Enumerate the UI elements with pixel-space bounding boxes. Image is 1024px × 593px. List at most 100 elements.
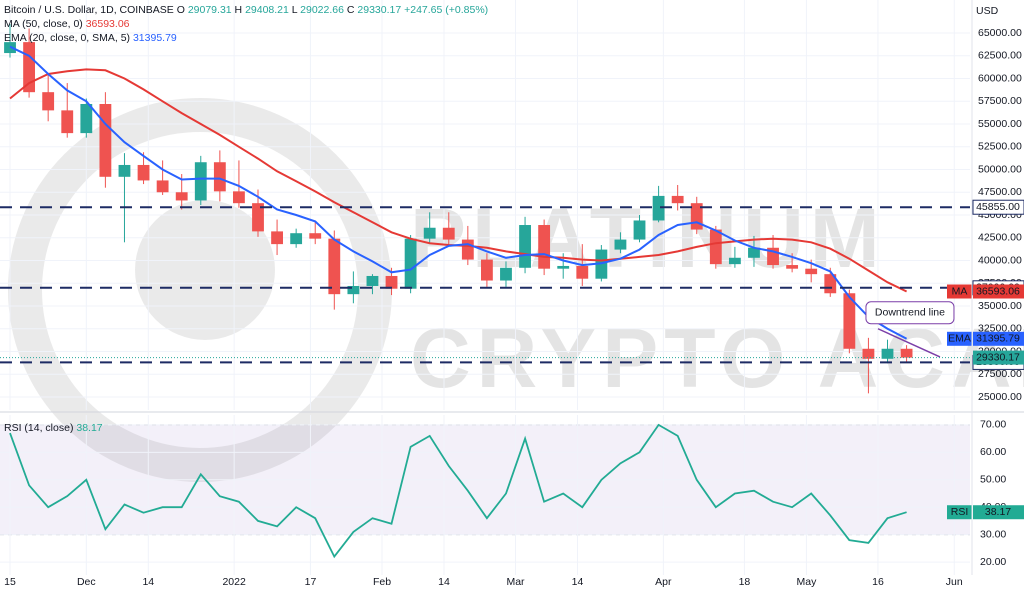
ohlc-value: 29408.21 — [245, 4, 289, 16]
ohlc-label: C — [347, 4, 355, 16]
candle-body — [366, 275, 379, 286]
trend-line — [877, 328, 941, 358]
candle-body — [252, 203, 264, 232]
value-label: 36593.06 — [976, 285, 1020, 297]
y-tick-label: 42500.00 — [978, 232, 1022, 244]
ohlc-label: L — [292, 4, 298, 16]
tag-name: EMA — [948, 333, 971, 345]
indicator-legend: MA (50, close, 0) 36593.06 — [4, 18, 130, 30]
candle-body — [786, 265, 799, 269]
candle-body — [881, 348, 894, 359]
change: +247.65 (+0.85%) — [404, 4, 488, 16]
indicator-name: MA (50, close, 0) — [4, 18, 83, 30]
x-tick-label: 16 — [872, 576, 884, 588]
y-tick-label: 65000.00 — [978, 27, 1022, 39]
y-tick-label: 57500.00 — [978, 95, 1022, 107]
candle-body — [213, 162, 226, 192]
y-tick-label: 60000.00 — [978, 72, 1022, 84]
candle-body — [748, 247, 760, 258]
indicator-value: 38.17 — [76, 422, 102, 434]
candle-body — [576, 265, 589, 279]
level-label-box — [972, 199, 1024, 215]
y-tick-label: 27500.00 — [978, 368, 1022, 380]
x-tick-label: Mar — [506, 576, 525, 588]
marks-layer — [0, 23, 970, 559]
ohlc-value: 29022.66 — [300, 4, 344, 16]
indicator-legend: RSI (14, close) 38.17 — [4, 422, 103, 434]
y-tick-label: 52500.00 — [978, 141, 1022, 153]
indicator-line — [9, 45, 908, 340]
candle-body — [175, 192, 188, 201]
candle-body — [61, 110, 74, 134]
tag-name: MA — [952, 285, 968, 297]
candle-body — [633, 220, 646, 240]
candle-body — [442, 227, 455, 240]
candle-body — [385, 275, 398, 289]
x-tick-label: 14 — [142, 576, 154, 588]
value-label: 29330.17 — [976, 351, 1020, 363]
y-tick-label: 60.00 — [980, 446, 1006, 458]
indicator-value: 31395.79 — [133, 32, 177, 44]
x-tick-label: 17 — [305, 576, 317, 588]
level-label: 45855.00 — [976, 201, 1020, 213]
candle-body — [728, 257, 741, 265]
candle-body — [99, 104, 112, 177]
x-tick-label: Apr — [655, 576, 672, 588]
candle-body — [709, 229, 722, 265]
y-tick-label: 25000.00 — [978, 391, 1022, 403]
candle-body — [690, 203, 703, 230]
tag-name: RSI — [951, 506, 969, 518]
x-tick-label: 15 — [4, 576, 16, 588]
labels-layer: Bitcoin / U.S. Dollar, 1D, COINBASE O 29… — [4, 4, 1024, 588]
x-tick-label: 14 — [438, 576, 450, 588]
candle-body — [271, 231, 283, 245]
value-label: 31395.79 — [976, 333, 1020, 345]
candle-body — [347, 285, 360, 295]
indicator-line — [9, 423, 907, 559]
candle-body — [290, 233, 303, 245]
value-box — [973, 350, 1024, 365]
value-box — [973, 331, 1024, 346]
watermark-coin — [135, 200, 275, 340]
value-box — [973, 505, 1024, 520]
tag-box — [947, 331, 972, 346]
x-tick-label: Jun — [946, 576, 963, 588]
candle-body — [824, 274, 837, 294]
y-tick-label: 62500.00 — [978, 50, 1022, 62]
ohlc-value: 29330.17 — [357, 4, 401, 16]
candle-body — [137, 164, 150, 181]
symbol: Bitcoin / U.S. Dollar, 1D, COINBASE — [4, 4, 174, 16]
candle-body — [614, 239, 627, 250]
y-tick-label: 30.00 — [980, 528, 1006, 540]
annotation-box — [865, 301, 955, 325]
indicator-value: 36593.06 — [86, 18, 130, 30]
candle-body — [900, 348, 913, 358]
header-line: Bitcoin / U.S. Dollar, 1D, COINBASE O 29… — [4, 4, 488, 16]
candle-body — [42, 92, 55, 111]
x-tick-label: Dec — [77, 576, 96, 588]
indicator-legend: EMA (20, close, 0, SMA, 5) 31395.79 — [4, 32, 177, 44]
x-tick-label: 2022 — [222, 576, 246, 588]
candle-body — [500, 267, 512, 281]
currency-label: USD — [976, 5, 999, 17]
ohlc-label: O — [177, 4, 185, 16]
y-tick-label: 50000.00 — [978, 163, 1022, 175]
x-tick-label: 18 — [739, 576, 751, 588]
candle-body — [423, 227, 436, 239]
x-tick-label: Feb — [373, 576, 391, 588]
candle-body — [404, 238, 417, 289]
candle-body — [767, 247, 779, 266]
x-tick-label: May — [797, 576, 818, 588]
value-box — [973, 284, 1024, 299]
candle-body — [23, 42, 36, 93]
y-tick-label: 32500.00 — [978, 323, 1022, 335]
watermark-ring — [8, 98, 392, 482]
ohlc-label: H — [235, 4, 243, 16]
candle-body — [671, 195, 684, 204]
candle-body — [519, 225, 531, 268]
candle-body — [652, 195, 665, 221]
candle-body — [309, 233, 322, 239]
indicator-name: EMA (20, close, 0, SMA, 5) — [4, 32, 130, 44]
candle-body — [805, 268, 818, 275]
y-tick-label: 50.00 — [980, 474, 1006, 486]
